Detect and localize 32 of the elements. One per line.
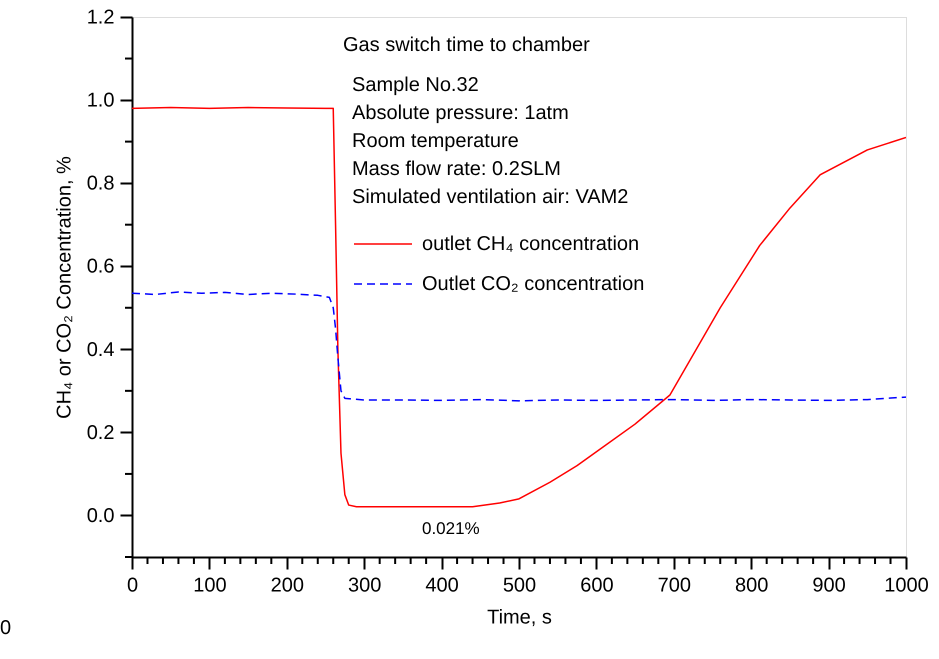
- annotation: Gas switch time to chamber: [343, 34, 590, 56]
- annotation: Simulated ventilation air: VAM2: [352, 186, 628, 208]
- text: 0: [0, 617, 12, 639]
- line-series: [132, 106, 906, 508]
- annotation: Sample No.32: [352, 74, 479, 96]
- annotation: Absolute pressure: 1atm: [352, 102, 569, 124]
- annotation: 0.021%: [422, 519, 480, 538]
- x-axis-title: Time, s: [487, 606, 552, 628]
- x-tick-label: 700: [658, 574, 691, 596]
- legend-label: outlet CH₄ concentration: [422, 233, 640, 255]
- x-tick-label: 500: [502, 574, 536, 596]
- x-tick-label: 300: [348, 574, 382, 596]
- x-tick-label: 200: [270, 574, 304, 596]
- y-tick-label: 0.2: [86, 422, 114, 444]
- x-tick-label: 1000: [884, 574, 929, 596]
- x-tick-label: 0: [126, 574, 138, 596]
- x-tick-label: 800: [735, 574, 768, 596]
- y-axis-title: CH₄ or CO₂ Concentration, %: [54, 156, 76, 419]
- x-tick-label: 400: [425, 574, 459, 596]
- x-tick-label: 600: [580, 574, 614, 596]
- y-tick-label: 0.8: [86, 172, 114, 195]
- x-tick-label: 900: [812, 574, 846, 596]
- annotation: Mass flow rate: 0.2SLM: [352, 158, 561, 180]
- x-tick-label: 100: [193, 574, 227, 596]
- y-tick-label: 0.6: [86, 256, 114, 278]
- y-tick-label: 0.0: [86, 504, 114, 527]
- legend-label: Outlet CO₂ concentration: [422, 273, 644, 295]
- line-series: [132, 291, 906, 402]
- y-tick-label: 1.2: [86, 6, 114, 28]
- annotation: Room temperature: [352, 130, 519, 152]
- y-tick-label: 0.4: [86, 338, 114, 361]
- y-tick-label: 1.0: [86, 90, 114, 112]
